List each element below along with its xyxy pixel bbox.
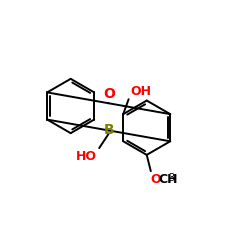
Text: HO: HO (76, 150, 97, 163)
Text: B: B (104, 124, 114, 138)
Text: 3: 3 (169, 173, 175, 183)
Text: O: O (103, 87, 115, 101)
Text: CH: CH (158, 173, 178, 186)
Text: O: O (151, 173, 162, 186)
Text: OH: OH (130, 85, 151, 98)
